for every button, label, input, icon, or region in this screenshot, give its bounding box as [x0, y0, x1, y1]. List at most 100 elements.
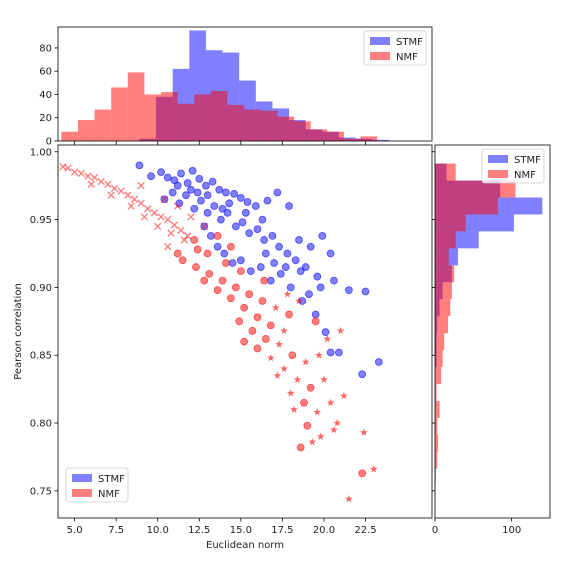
scatter-point [248, 326, 257, 335]
scatter-ytick-label: 0.80 [30, 419, 52, 430]
scatter-point [164, 243, 172, 251]
top-hist-bar [260, 110, 278, 141]
scatter-point [311, 310, 320, 319]
scatter-point [144, 205, 152, 213]
right-hist-legend-swatch-nmf [488, 170, 508, 178]
scatter-point [361, 287, 370, 296]
scatter-point [202, 181, 210, 190]
right-hist-legend-label-stmf: STMF [514, 155, 541, 166]
scatter-point [178, 256, 187, 265]
scatter-point [107, 191, 115, 199]
scatter-ytick-label: 1.00 [30, 147, 52, 158]
scatter-point [77, 169, 85, 178]
top-hist-bar [294, 121, 311, 141]
top-hist-bar [210, 90, 228, 141]
right-hist-series-nmf [435, 163, 516, 486]
scatter-point [195, 175, 204, 183]
right-hist-bar [435, 383, 437, 401]
right-hist-bar [435, 333, 445, 351]
scatter-point [256, 263, 265, 271]
right-hist-bar [435, 367, 442, 384]
right-hist-bar [435, 163, 456, 181]
scatter-point [154, 222, 162, 231]
scatter-point [218, 276, 227, 285]
scatter-point [344, 286, 353, 295]
top-hist-bar [277, 116, 295, 141]
scatter-xtick-label: 5.0 [67, 525, 83, 536]
scatter-point [240, 303, 249, 312]
scatter-point [330, 276, 338, 285]
scatter-point [258, 297, 267, 305]
top-hist-ytick-label: 20 [39, 113, 52, 124]
right-hist-bar [435, 197, 498, 215]
scatter-ytick-label: 0.95 [30, 215, 52, 226]
scatter-point [301, 358, 310, 366]
scatter-point [295, 296, 303, 305]
scatter-point [293, 375, 302, 383]
scatter-point [370, 465, 378, 473]
scatter-point [164, 215, 172, 224]
scatter-point [326, 398, 335, 406]
scatter-point [110, 184, 119, 193]
scatter-point [295, 236, 303, 244]
right-hist-legend: STMF NMF [481, 148, 545, 184]
scatter-xtick-label: 15.0 [230, 525, 252, 536]
scatter-point [280, 364, 288, 373]
right-hist-bar [435, 265, 455, 283]
scatter-point [340, 391, 348, 400]
top-hist-ytick-label: 60 [39, 67, 52, 78]
scatter-point [270, 259, 278, 267]
scatter-point [180, 236, 189, 244]
top-hist-bar [327, 131, 344, 141]
top-hist-bar [161, 92, 178, 141]
scatter-ytick-label: 0.85 [30, 351, 52, 362]
scatter-point [215, 185, 224, 194]
scatter-point [231, 283, 240, 292]
top-hist-bar [77, 120, 95, 141]
scatter-series-nmf [59, 163, 378, 503]
scatter-ytick-label: 0.75 [30, 486, 52, 497]
scatter-point [276, 269, 285, 278]
scatter-point [315, 351, 323, 359]
scatter-point [228, 259, 237, 267]
scatter-point [235, 317, 244, 326]
scatter-point [168, 188, 177, 197]
scatter-point [313, 408, 322, 416]
scatter-point [192, 263, 200, 271]
scatter-point [183, 179, 192, 187]
top-hist-series-nmf [61, 72, 378, 141]
scatter-point [137, 181, 145, 190]
top-hist-bar [111, 87, 128, 141]
scatter-point [127, 202, 135, 210]
top-hist-bar [360, 136, 378, 141]
scatter-point [253, 344, 262, 353]
scatter-point [190, 204, 199, 213]
scatter-point [291, 256, 300, 265]
scatter-point [261, 249, 270, 258]
scatter-point [326, 249, 335, 258]
scatter-point [231, 222, 240, 231]
scatter-legend-swatch-nmf [72, 489, 92, 497]
right-hist-bar [435, 299, 451, 317]
scatter-point [238, 218, 247, 227]
scatter-point [245, 290, 254, 299]
scatter-point [285, 202, 293, 210]
right-hist-bar [435, 417, 438, 435]
top-hist-legend-label-nmf: NMF [396, 52, 418, 63]
scatter-point [258, 215, 267, 224]
scatter-point [266, 276, 275, 285]
scatter-point [203, 208, 212, 217]
scatter-point [167, 229, 175, 237]
right-hist-bar [435, 400, 440, 418]
scatter-point [286, 283, 295, 292]
scatter-point [345, 495, 353, 503]
scatter-point [213, 242, 222, 251]
scatter-point [236, 267, 245, 276]
scatter-point [216, 215, 225, 224]
right-hist-bar [435, 231, 456, 249]
scatter-point [220, 249, 229, 258]
scatter-point [275, 242, 283, 251]
scatter-point [296, 443, 305, 452]
scatter-point [271, 303, 280, 311]
scatter-point [316, 432, 325, 440]
